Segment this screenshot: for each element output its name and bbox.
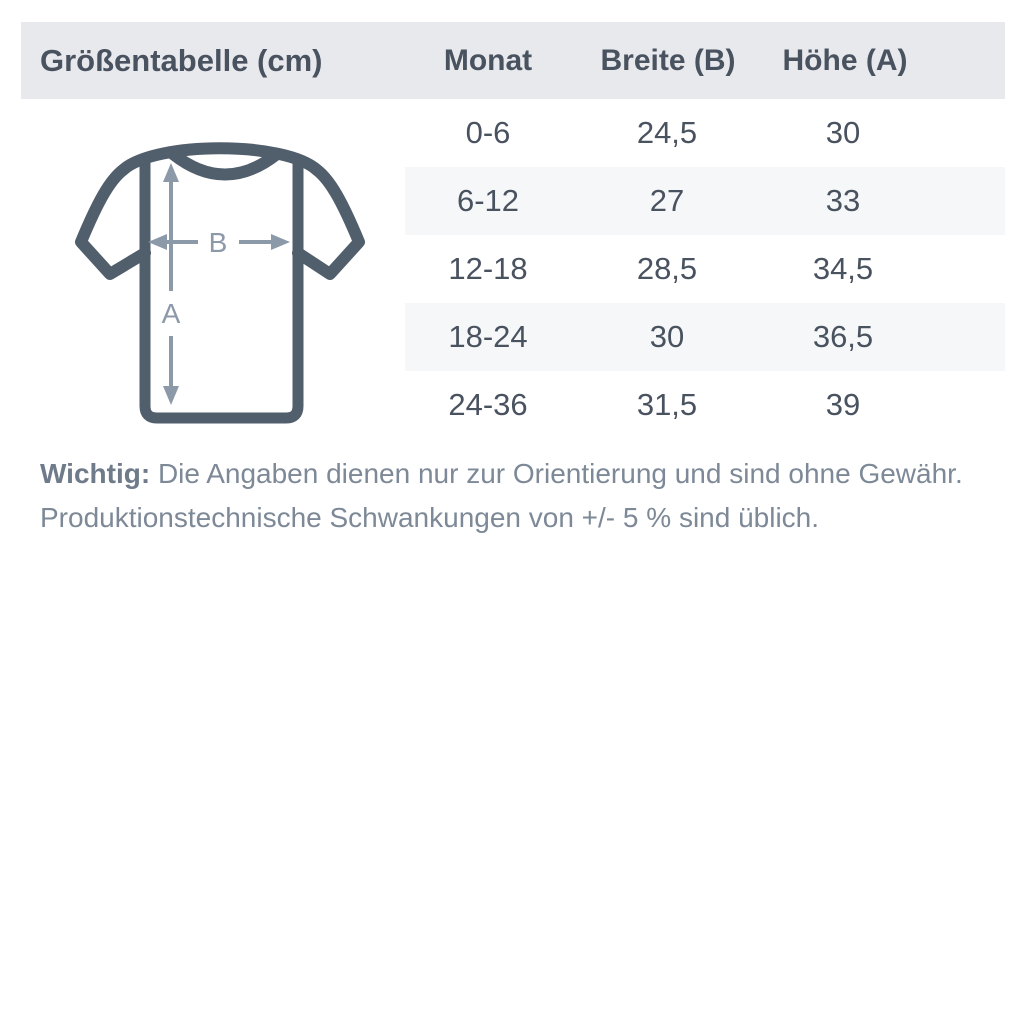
cell-breite: 30 — [649, 319, 685, 354]
cell-hoehe: 33 — [825, 183, 861, 218]
size-table: 0-6 24,5 30 6-12 27 33 12-18 28,5 34,5 1… — [405, 99, 1005, 439]
width-label: B — [209, 227, 228, 258]
note-line-1: Wichtig: Die Angaben dienen nur zur Orie… — [40, 452, 990, 496]
height-label: A — [162, 298, 181, 329]
arrowhead-left-icon — [148, 234, 167, 250]
cell-breite: 28,5 — [636, 251, 698, 286]
note-text-line: Die Angaben dienen nur zur Orientierung … — [157, 458, 963, 489]
arrowhead-down-icon — [163, 386, 179, 405]
table-row: 6-12 27 33 — [405, 167, 1005, 235]
cell-monat: 6-12 — [456, 183, 520, 218]
cell-hoehe: 36,5 — [812, 319, 874, 354]
note-text-line: Produktionstechnische Schwankungen von +… — [40, 502, 820, 533]
disclaimer-note: Wichtig: Die Angaben dienen nur zur Orie… — [40, 452, 990, 540]
table-row: 24-36 31,5 39 — [405, 371, 1005, 439]
height-arrow — [163, 163, 179, 405]
cell-monat: 24-36 — [448, 387, 528, 422]
table-row: 12-18 28,5 34,5 — [405, 235, 1005, 303]
cell-hoehe: 39 — [825, 387, 861, 422]
cell-monat: 0-6 — [465, 115, 511, 150]
width-arrow — [148, 234, 290, 250]
tshirt-diagram: A B — [75, 142, 365, 424]
cell-breite: 31,5 — [636, 387, 698, 422]
column-header-breite: Breite (B) — [600, 43, 736, 77]
cell-monat: 18-24 — [448, 319, 528, 354]
arrowhead-up-icon — [163, 163, 179, 182]
table-header-bar: Größentabelle (cm) Monat Breite (B) Höhe… — [21, 22, 1005, 99]
table-row: 0-6 24,5 30 — [405, 99, 1005, 167]
page-title: Größentabelle (cm) — [40, 42, 323, 78]
arrowhead-right-icon — [271, 234, 290, 250]
cell-monat: 12-18 — [448, 251, 528, 286]
note-label: Wichtig: — [40, 458, 151, 489]
column-header-monat: Monat — [443, 43, 533, 77]
table-row: 18-24 30 36,5 — [405, 303, 1005, 371]
cell-hoehe: 34,5 — [812, 251, 874, 286]
cell-breite: 24,5 — [636, 115, 698, 150]
tshirt-outline-icon — [75, 142, 365, 424]
cell-breite: 27 — [649, 183, 685, 218]
cell-hoehe: 30 — [825, 115, 861, 150]
column-header-hoehe: Höhe (A) — [782, 43, 908, 77]
